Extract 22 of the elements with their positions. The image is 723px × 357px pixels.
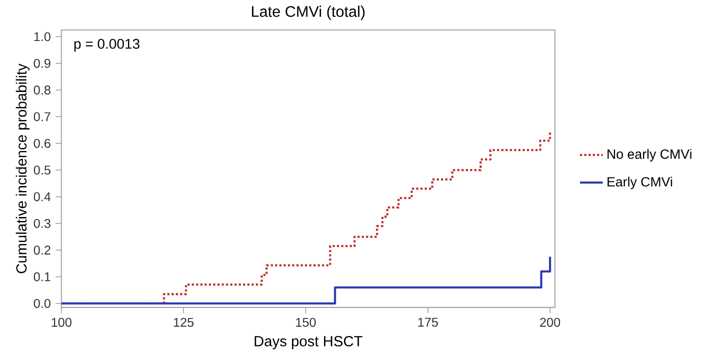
- legend-label: No early CMVi: [608, 148, 692, 162]
- x-tick-label: 125: [174, 318, 194, 327]
- y-tick-label: 0.9: [34, 58, 50, 68]
- y-tick-label: 0.1: [34, 272, 50, 282]
- y-tick-label: 0.5: [34, 165, 50, 174]
- y-tick-label: 0.2: [34, 245, 50, 254]
- y-axis-title: Cumulative incidence probability: [16, 63, 30, 273]
- chart-title: Late CMVi (total): [252, 5, 365, 20]
- annotation: p = 0.0013: [74, 38, 140, 52]
- y-tick-label: 0.4: [34, 192, 51, 201]
- y-tick-label: 0.8: [34, 85, 50, 94]
- legend-label: Early CMVi: [608, 176, 672, 189]
- x-tick-label: 175: [418, 318, 438, 326]
- y-tick-label: 0.6: [34, 138, 50, 148]
- y-tick-label: 1.0: [34, 32, 50, 41]
- x-tick-label: 150: [296, 318, 316, 327]
- y-tick-label: 0.0: [34, 298, 50, 308]
- x-axis-title: Days post HSCT: [254, 336, 362, 350]
- x-tick-label: 200: [540, 318, 560, 327]
- y-tick-label: 0.3: [34, 218, 50, 228]
- y-tick-label: 0.7: [34, 112, 50, 121]
- x-tick-label: 100: [52, 318, 72, 327]
